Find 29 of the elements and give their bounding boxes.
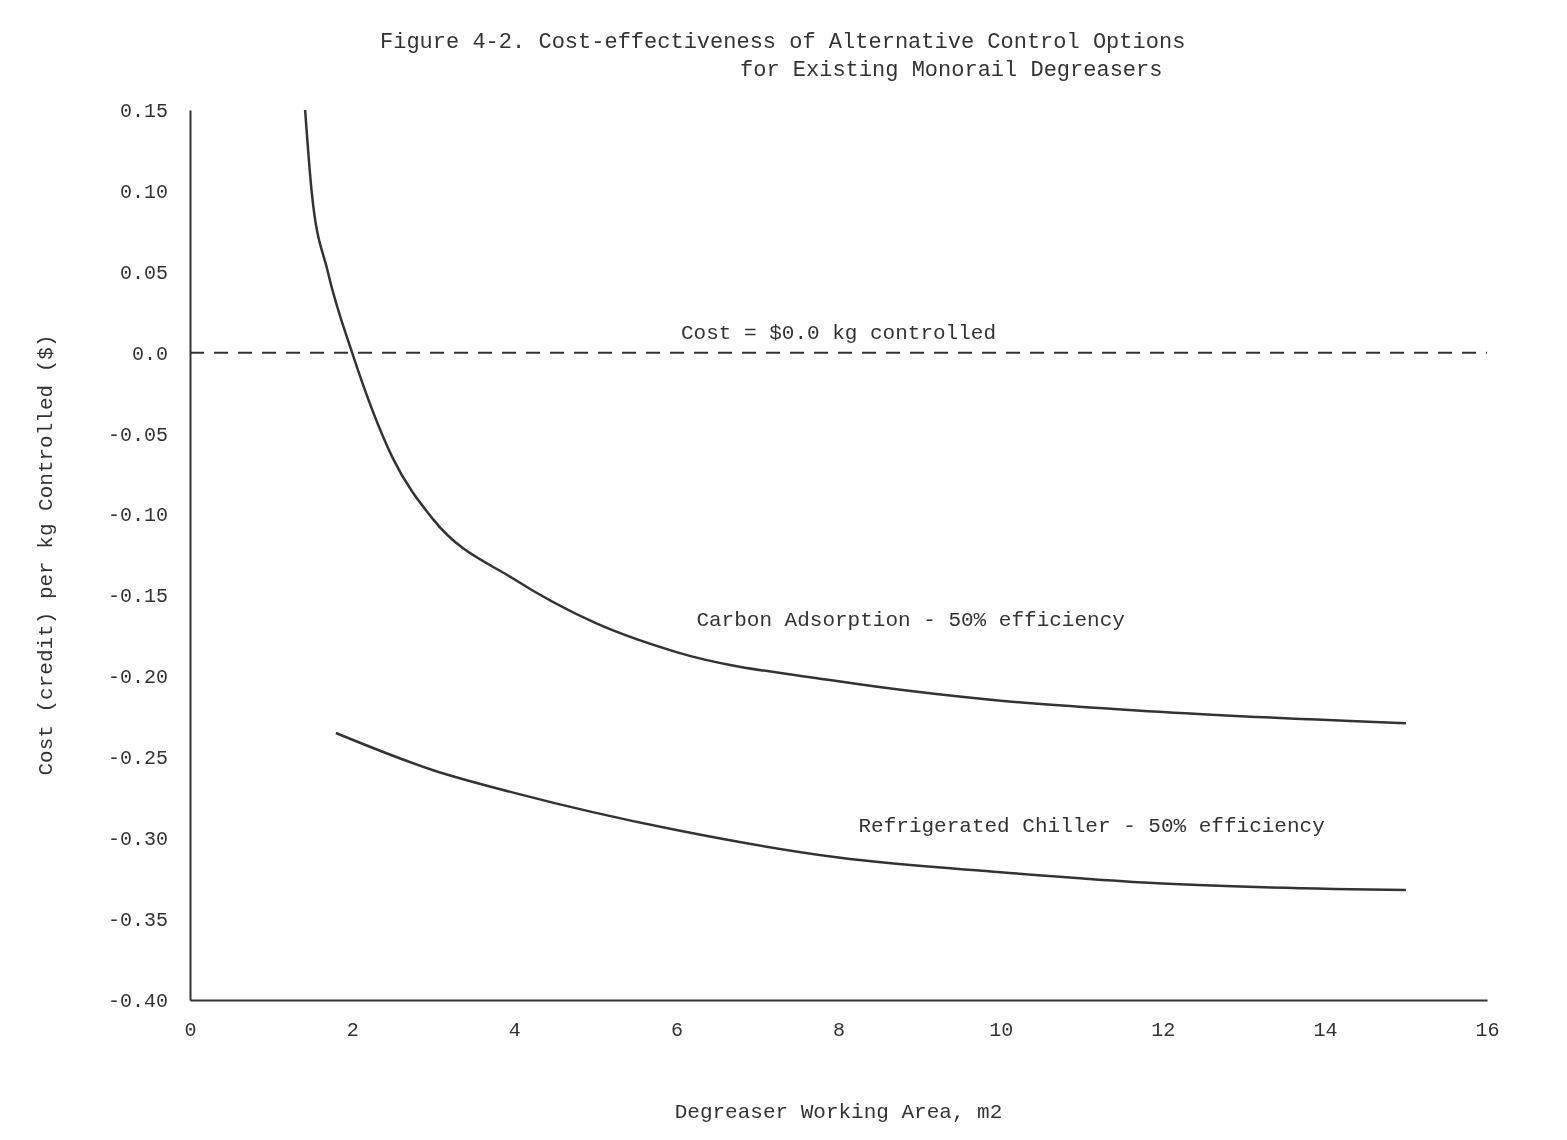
y-tick-label: -0.05 bbox=[107, 423, 168, 447]
ref-line-label: Cost = $0.0 kg controlled bbox=[680, 321, 997, 345]
series-label: Refrigerated Chiller - 50% efficiency bbox=[858, 814, 1325, 838]
x-tick-label: 10 bbox=[989, 1019, 1014, 1043]
y-tick-label: -0.20 bbox=[107, 666, 168, 690]
x-tick-label: 4 bbox=[508, 1019, 521, 1043]
y-tick-label: -0.25 bbox=[107, 747, 168, 771]
x-tick-label: 16 bbox=[1475, 1019, 1500, 1043]
x-tick-label: 6 bbox=[670, 1019, 683, 1043]
series-label: Carbon Adsorption - 50% efficiency bbox=[696, 609, 1125, 633]
x-axis-title: Degreaser Working Area, m2 bbox=[674, 1101, 1003, 1124]
y-tick-label: 0.15 bbox=[119, 99, 168, 123]
chart-title: Figure 4-2. Cost-effectiveness of Alternative Control Options for Existing Monorail Degreasers bbox=[380, 30, 1186, 83]
x-tick-label: 12 bbox=[1151, 1019, 1176, 1043]
y-tick-label: -0.40 bbox=[107, 989, 168, 1013]
y-tick-label: -0.10 bbox=[107, 504, 168, 528]
y-tick-label: 0.05 bbox=[119, 261, 168, 285]
x-tick-label: 14 bbox=[1313, 1019, 1338, 1043]
y-tick-label: -0.30 bbox=[107, 828, 168, 852]
x-tick-label: 2 bbox=[346, 1019, 359, 1043]
x-tick-label: 0 bbox=[184, 1019, 197, 1043]
x-tick-label: 8 bbox=[832, 1019, 846, 1043]
line-series bbox=[334, 731, 1408, 892]
y-axis-title: Cost (credit) per kg Controlled ($) bbox=[35, 334, 58, 776]
y-tick-label: 0.0 bbox=[131, 342, 168, 366]
y-tick-label: 0.10 bbox=[119, 180, 168, 204]
y-tick-label: -0.35 bbox=[107, 908, 168, 932]
line-series bbox=[303, 108, 1408, 725]
y-tick-label: -0.15 bbox=[107, 585, 168, 609]
